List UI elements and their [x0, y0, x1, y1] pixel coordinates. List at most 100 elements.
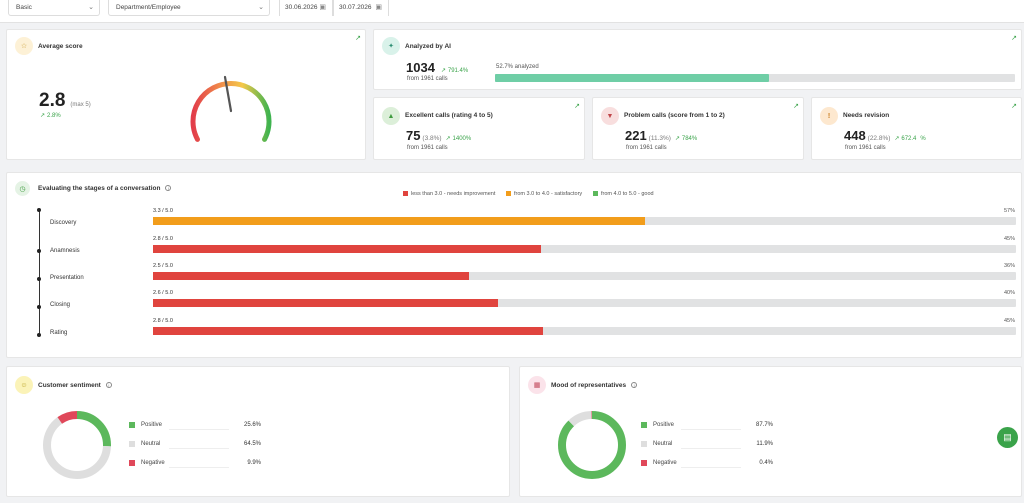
stage-timeline-line	[39, 209, 40, 335]
revision-count-row: 448 (22.8%) ↗ 672.4 %	[844, 128, 926, 143]
excellent-trend: 1400%	[452, 136, 472, 142]
exclamation-icon: !	[820, 107, 838, 125]
legend-needs-improvement: less than 3.0 - needs improvement	[403, 191, 495, 197]
department-employee-select[interactable]: Department/Employee ⌄	[108, 0, 270, 16]
legend-swatch	[129, 422, 135, 428]
date-to-value: 30.07.2026	[339, 4, 372, 11]
info-icon[interactable]: i	[165, 185, 172, 192]
external-link-icon[interactable]: ↗	[1011, 103, 1017, 110]
legend-label: Neutral	[141, 441, 161, 447]
revision-from: from 1961 calls	[845, 145, 886, 151]
rep-mood-donut	[558, 411, 626, 479]
legend-label: Positive	[653, 422, 675, 428]
legend-value: 9.9%	[247, 460, 261, 466]
analyzed-progress-label: 52.7% analyzed	[496, 64, 539, 70]
donut-slice-negative	[43, 411, 111, 479]
legend-divider	[169, 429, 229, 430]
trend-up-icon: ↗	[40, 113, 46, 119]
revision-count: 448	[844, 128, 866, 143]
problem-count-row: 221 (11.3%) ↗ 784%	[625, 128, 697, 143]
book-button[interactable]: ▤	[997, 427, 1018, 448]
stage-name-anamnesis: Anamnesis	[50, 248, 80, 254]
donut-slice-positive	[558, 411, 626, 479]
stage-percent: 45%	[1003, 318, 1015, 324]
customer-sentiment-title: Customer sentiment	[38, 382, 101, 389]
problem-from: from 1961 calls	[626, 145, 667, 151]
trend-up-icon: ↗	[674, 136, 680, 142]
legend-divider	[681, 467, 741, 468]
analyzed-title: Analyzed by AI	[405, 43, 451, 50]
revision-pct: (22.8%)	[867, 135, 891, 142]
trend-up-icon: ↗	[894, 136, 900, 142]
donut-slice-negative	[558, 411, 626, 479]
legend-label: Neutral	[653, 441, 673, 447]
donut-slice-neutral	[43, 411, 111, 479]
stage-bar-track	[153, 245, 1016, 253]
calendar-icon: ▣	[375, 4, 382, 11]
department-select-value: Department/Employee	[116, 4, 181, 11]
stage-bar-fill	[153, 327, 544, 335]
problem-count: 221	[625, 128, 647, 143]
problem-calls-card: ↗ ▼ Problem calls (score from 1 to 2) 22…	[592, 97, 804, 160]
stage-percent: 45%	[1003, 236, 1015, 242]
legend-label: less than 3.0 - needs improvement	[411, 191, 496, 197]
excellent-title: Excellent calls (rating 4 to 5)	[405, 112, 493, 119]
type-select-value: Basic	[16, 4, 32, 11]
rep-mood-title-row: Mood of representatives i	[551, 382, 638, 389]
excellent-pct: (3.8%)	[422, 135, 442, 142]
stage-score: 2.6 / 5.0	[153, 290, 173, 296]
stage-score: 3.3 / 5.0	[153, 208, 173, 214]
stage-percent: 57%	[1003, 208, 1015, 214]
filter-bar: Basic ⌄ Department/Employee ⌄ 30.06.2026…	[0, 0, 1024, 23]
customer-sentiment-donut	[43, 411, 111, 479]
info-icon[interactable]: i	[631, 382, 638, 389]
external-link-icon[interactable]: ↗	[793, 103, 799, 110]
date-to-field[interactable]: 30.07.2026 ▣	[333, 0, 389, 16]
stage-bar-track	[153, 327, 1016, 335]
chevron-down-icon: ⌄	[258, 4, 264, 11]
stage-percent: 40%	[1003, 290, 1015, 296]
date-from-field[interactable]: 30.06.2026 ▣	[279, 0, 333, 16]
revision-trend-unit: %	[920, 136, 926, 142]
timeline-dot	[37, 333, 41, 337]
average-score-card: ↗ ☆ Average score 2.8 (max 5) ↗ 2.8%	[6, 29, 366, 160]
stage-bar-fill	[153, 299, 499, 307]
revision-title: Needs revision	[843, 112, 890, 119]
needs-revision-card: ↗ ! Needs revision 448 (22.8%) ↗ 672.4 %…	[811, 97, 1022, 160]
legend-swatch	[641, 422, 647, 428]
analyzed-trend: 791.4%	[447, 68, 469, 74]
external-link-icon[interactable]: ↗	[1011, 35, 1017, 42]
smile-icon: ☺	[15, 376, 33, 394]
legend-swatch	[129, 460, 135, 466]
stage-score: 2.5 / 5.0	[153, 263, 173, 269]
legend-row-positive: Positive 87.7%	[641, 422, 773, 431]
type-select[interactable]: Basic ⌄	[8, 0, 100, 16]
stages-title-row: Evaluating the stages of a conversation i	[38, 185, 172, 192]
average-score-title: Average score	[38, 43, 83, 50]
external-link-icon[interactable]: ↗	[574, 103, 580, 110]
stage-score: 2.8 / 5.0	[153, 236, 173, 242]
legend-row-neutral: Neutral 11.9%	[641, 441, 773, 450]
customer-sentiment-card: ☺ Customer sentiment i Positive 25.6% Neu…	[6, 366, 510, 497]
stage-name-presentation: Presentation	[50, 275, 84, 281]
problem-title: Problem calls (score from 1 to 2)	[624, 112, 725, 119]
stage-bar-fill	[153, 217, 645, 225]
legend-swatch	[641, 441, 647, 447]
legend-row-positive: Positive 25.6%	[129, 422, 261, 431]
legend-swatch	[403, 191, 408, 197]
calendar-icon: ▣	[319, 4, 326, 11]
thumbs-down-icon: ▼	[601, 107, 619, 125]
timeline-dot	[37, 208, 41, 212]
stage-bar-track	[153, 272, 1016, 280]
legend-swatch	[641, 460, 647, 466]
legend-value: 25.6%	[243, 422, 261, 428]
info-icon[interactable]: i	[105, 382, 112, 389]
stage-percent: 36%	[1003, 263, 1015, 269]
legend-label: Positive	[141, 422, 163, 428]
date-from-value: 30.06.2026	[285, 4, 318, 11]
gauge-needle	[223, 75, 233, 113]
legend-swatch	[506, 191, 511, 197]
stage-bar-fill	[153, 272, 469, 280]
external-link-icon[interactable]: ↗	[355, 35, 361, 42]
timeline-dot	[37, 277, 41, 281]
